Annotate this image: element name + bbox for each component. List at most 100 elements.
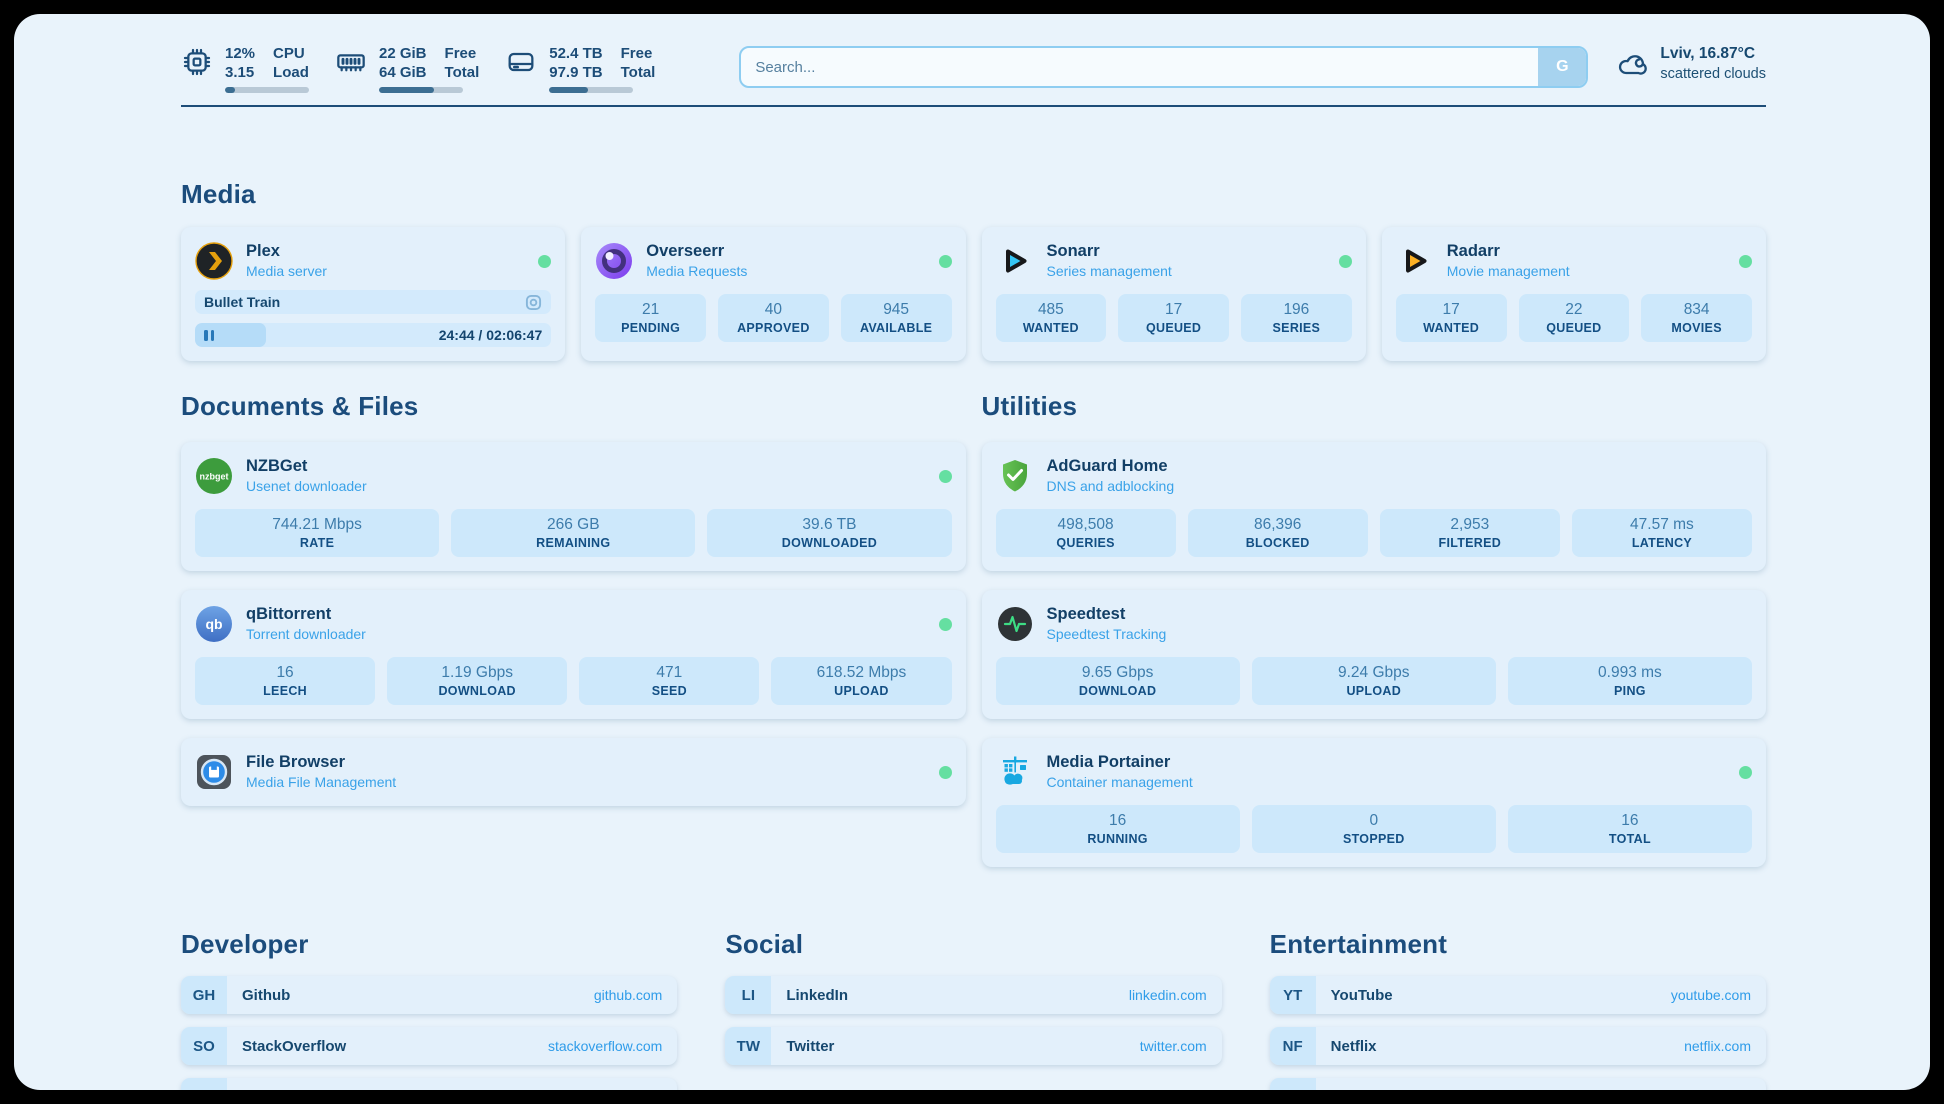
link-dev[interactable]: DT DEV dev.to xyxy=(181,1078,678,1090)
stat-upload: 618.52 Mbps UPLOAD xyxy=(771,657,952,705)
linkedin-badge-icon: LI xyxy=(725,976,772,1014)
dev-badge-icon: DT xyxy=(181,1078,227,1090)
link-reddit[interactable]: RE Reddit reddit.com xyxy=(1269,1078,1766,1090)
app-title: Plex xyxy=(246,242,280,260)
stat-wanted: 485 WANTED xyxy=(995,294,1107,342)
stat-series: 196 SERIES xyxy=(1241,294,1352,342)
dashboard: 12% 3.15 CPU Load xyxy=(14,14,1930,1090)
qbittorrent-icon: qb xyxy=(196,606,232,642)
status-dot xyxy=(538,254,552,268)
filebrowser-icon xyxy=(197,755,231,789)
ram-progress-bar xyxy=(379,87,463,93)
entertainment-links-section: Entertainment YT YouTube youtube.com NF … xyxy=(1269,929,1766,1090)
app-card-radarr[interactable]: Radarr Movie management 17 WANTED 22 QUE… xyxy=(1381,227,1766,361)
stat-latency: 47.57 ms LATENCY xyxy=(1571,509,1752,557)
link-youtube[interactable]: YT YouTube youtube.com xyxy=(1269,976,1766,1014)
netflix-badge-icon: NF xyxy=(1269,1027,1316,1065)
app-card-portainer[interactable]: Media Portainer Container management 16 … xyxy=(981,738,1766,867)
app-card-overseerr[interactable]: Overseerr Media Requests 21 PENDING 40 A… xyxy=(581,227,966,361)
app-subtitle: Torrent downloader xyxy=(246,626,366,642)
app-card-filebrowser[interactable]: File Browser Media File Management xyxy=(181,738,966,806)
stat-ping: 0.993 ms PING xyxy=(1507,657,1753,705)
section-heading-social: Social xyxy=(725,929,804,959)
app-title: qBittorrent xyxy=(246,605,332,623)
app-subtitle: Movie management xyxy=(1446,263,1570,279)
svg-text:qb: qb xyxy=(205,616,222,632)
disk-total-value: 97.9 TB xyxy=(549,64,603,81)
disk-free-label: Free xyxy=(620,45,653,62)
disk-progress-bar xyxy=(549,87,634,93)
app-card-qbittorrent[interactable]: qb qBittorrent Torrent downloader 16 xyxy=(181,590,966,719)
stat-total: 16 TOTAL xyxy=(1507,805,1753,853)
app-card-plex[interactable]: Plex Media server Bullet Train 24:44 / 0… xyxy=(181,227,566,361)
section-heading-media: Media xyxy=(181,179,256,209)
link-github[interactable]: GH Github github.com xyxy=(181,976,678,1014)
app-subtitle: Speedtest Tracking xyxy=(1046,626,1167,642)
stat-approved: 40 APPROVED xyxy=(718,294,829,342)
app-title: Sonarr xyxy=(1046,242,1100,260)
status-dot xyxy=(938,469,952,483)
stat-upload: 9.24 Gbps UPLOAD xyxy=(1251,657,1496,705)
status-dot xyxy=(1739,765,1752,779)
ram-total-label: Total xyxy=(444,64,480,81)
status-dot xyxy=(1338,254,1352,268)
now-playing-time: 24:44 / 02:06:47 xyxy=(438,327,543,343)
adguard-icon xyxy=(1002,460,1027,492)
stat-pending: 21 PENDING xyxy=(595,294,706,342)
search-input[interactable] xyxy=(741,48,1539,86)
weather-condition: scattered clouds xyxy=(1660,66,1766,82)
topbar-divider xyxy=(181,105,1766,107)
disk-total-label: Total xyxy=(620,64,656,81)
media-cards-row: Plex Media server Bullet Train 24:44 / 0… xyxy=(181,227,1766,361)
search-bar: G xyxy=(739,46,1589,88)
utilities-column: Utilities AdGuard Home xyxy=(981,361,1766,867)
ram-free-label: Free xyxy=(444,45,477,62)
stat-queued: 22 QUEUED xyxy=(1518,294,1630,342)
svg-text:nzbget: nzbget xyxy=(200,472,229,482)
app-subtitle: Media File Management xyxy=(246,774,397,790)
weather-location-temp: Lviv, 16.87°C xyxy=(1660,45,1756,62)
app-card-speedtest[interactable]: Speedtest Speedtest Tracking 9.65 Gbps D… xyxy=(981,590,1766,719)
sonarr-icon xyxy=(1005,249,1026,273)
app-subtitle: Series management xyxy=(1046,263,1172,279)
link-stackoverflow[interactable]: SO StackOverflow stackoverflow.com xyxy=(181,1027,678,1065)
status-dot xyxy=(938,617,952,631)
app-title: Radarr xyxy=(1446,242,1500,260)
stat-queries: 498,508 QUERIES xyxy=(995,509,1176,557)
disk-usage-widget: 52.4 TB 97.9 TB Free Total xyxy=(505,44,655,93)
stat-download: 9.65 Gbps DOWNLOAD xyxy=(995,657,1240,705)
twitter-badge-icon: TW xyxy=(725,1027,772,1065)
now-playing-progress-bar[interactable]: 24:44 / 02:06:47 xyxy=(195,323,552,347)
app-card-sonarr[interactable]: Sonarr Series management 485 WANTED 17 Q… xyxy=(981,227,1366,361)
app-subtitle: Usenet downloader xyxy=(246,478,367,494)
overseerr-icon xyxy=(596,243,633,279)
section-heading-utilities: Utilities xyxy=(981,391,1078,421)
stat-available: 945 AVAILABLE xyxy=(840,294,952,342)
cpu-chip-icon xyxy=(183,48,211,76)
radarr-icon xyxy=(1405,249,1427,273)
search-provider-button[interactable]: G xyxy=(1538,48,1587,86)
link-netflix[interactable]: NF Netflix netflix.com xyxy=(1269,1027,1766,1065)
app-title: File Browser xyxy=(246,753,346,771)
developer-links-section: Developer GH Github github.com SO StackO… xyxy=(181,929,678,1090)
stat-wanted: 17 WANTED xyxy=(1395,294,1507,342)
status-dot xyxy=(938,765,952,779)
stat-downloaded: 39.6 TB DOWNLOADED xyxy=(707,509,952,557)
hard-drive-icon xyxy=(508,52,534,72)
link-linkedin[interactable]: LI LinkedIn linkedin.com xyxy=(725,976,1222,1014)
video-icon[interactable] xyxy=(525,294,542,311)
section-heading-entertainment: Entertainment xyxy=(1269,929,1448,959)
ram-total-value: 64 GiB xyxy=(379,64,427,81)
link-twitter[interactable]: TW Twitter twitter.com xyxy=(725,1027,1222,1065)
status-dot xyxy=(938,254,952,268)
stat-stopped: 0 STOPPED xyxy=(1251,805,1496,853)
app-card-nzbget[interactable]: nzbget NZBGet Usenet downloader 744.21 M… xyxy=(181,442,966,571)
cpu-load-label: Load xyxy=(273,64,309,81)
cloud-icon xyxy=(1619,55,1648,75)
reddit-badge-icon: RE xyxy=(1269,1078,1316,1090)
app-card-adguard[interactable]: AdGuard Home DNS and adblocking 498,508 … xyxy=(981,442,1766,571)
pause-icon[interactable] xyxy=(204,329,214,341)
app-title: Media Portainer xyxy=(1046,753,1171,771)
stackoverflow-badge-icon: SO xyxy=(181,1027,227,1065)
stat-filtered: 2,953 FILTERED xyxy=(1379,509,1560,557)
